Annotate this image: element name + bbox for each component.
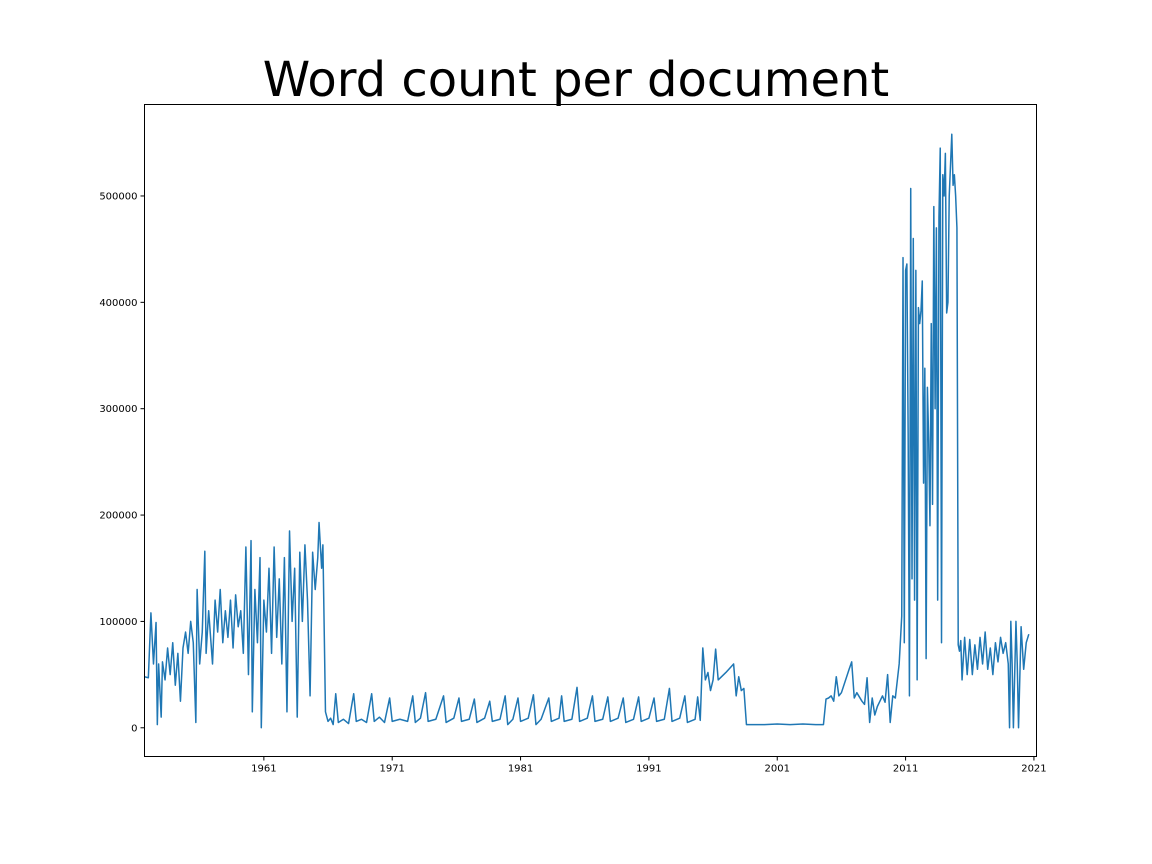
chart-title: Word count per document [262,52,890,108]
x-tick-label: 1981 [508,764,533,775]
x-tick-label: 2001 [765,764,790,775]
x-tick-label: 2021 [1021,764,1046,775]
axes-frame [144,104,1037,757]
axis-ticks: 1961 1971 1981 1991 2001 2011 2021 0 100000 20000… [99,191,1046,774]
plot-area [144,133,1030,729]
x-tick-label: 2011 [893,764,918,775]
x-tick-label: 1991 [636,764,661,775]
y-tick-label: 500000 [99,191,137,202]
x-tick-label: 1961 [251,764,276,775]
y-tick-label: 400000 [99,298,137,309]
series-line-1 [144,133,1030,729]
y-tick-label: 0 [131,723,137,734]
y-tick-label: 300000 [99,404,137,415]
y-tick-label: 200000 [99,511,137,522]
x-tick-label: 1971 [379,764,404,775]
y-tick-label: 100000 [99,617,137,628]
